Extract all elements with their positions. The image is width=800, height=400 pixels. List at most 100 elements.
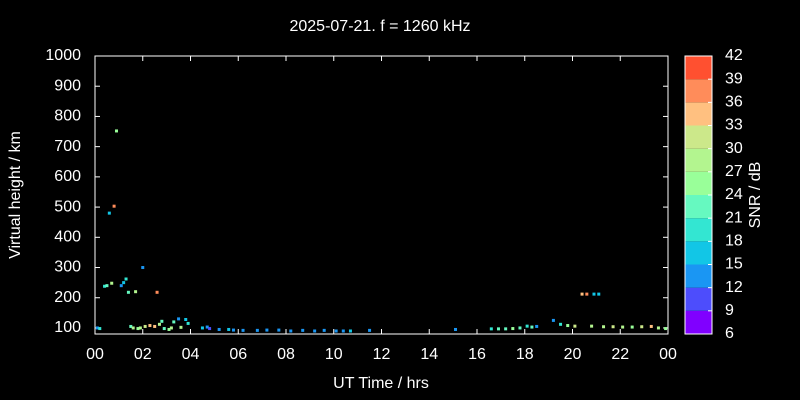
point	[518, 326, 522, 330]
point	[511, 327, 515, 331]
point	[640, 325, 644, 329]
point	[103, 284, 107, 288]
colorbar-band	[685, 56, 712, 80]
colorbar-tick-label: 24	[725, 186, 743, 203]
x-tick-label: 12	[373, 346, 391, 363]
colorbar-tick-label: 36	[725, 94, 743, 111]
colorbar-tick-label: 21	[725, 209, 743, 226]
colorbar-tick-label: 9	[725, 302, 734, 319]
point	[148, 324, 152, 328]
point	[169, 326, 173, 330]
colorbar-band	[685, 171, 712, 195]
y-tick-label: 200	[54, 289, 81, 306]
point	[489, 327, 493, 331]
colorbar-tick-label: 18	[725, 233, 743, 250]
point	[138, 326, 142, 330]
x-tick-label: 04	[182, 346, 200, 363]
point	[177, 317, 181, 321]
colorbar-band	[685, 287, 712, 311]
colorbar-tick-label: 39	[725, 70, 743, 87]
point	[656, 326, 660, 330]
point	[122, 281, 126, 285]
colorbar-tick-label: 42	[725, 47, 743, 64]
point	[167, 327, 171, 331]
colorbar-band	[685, 218, 712, 242]
point	[110, 281, 114, 285]
point	[535, 324, 539, 328]
point	[119, 284, 123, 288]
point	[136, 327, 140, 331]
point	[227, 327, 231, 331]
y-tick-label: 800	[54, 108, 81, 125]
colorbar-tick-label: 33	[725, 117, 743, 134]
point	[162, 327, 166, 331]
point	[95, 326, 99, 330]
colorbar-label: SNR / dB	[747, 162, 764, 229]
point	[112, 204, 116, 208]
x-axis-label: UT Time / hrs	[333, 375, 429, 392]
point	[573, 324, 577, 328]
point	[157, 322, 161, 326]
colorbar-band	[685, 102, 712, 126]
point	[217, 327, 221, 331]
point	[504, 327, 508, 331]
point	[559, 322, 563, 326]
point	[134, 290, 138, 294]
x-tick-label: 00	[86, 346, 104, 363]
point	[530, 325, 534, 329]
point	[208, 327, 212, 331]
x-tick-label: 10	[325, 346, 343, 363]
point	[621, 325, 625, 329]
colorbar-tick-label: 15	[725, 256, 743, 273]
colorbar-band	[685, 264, 712, 288]
point	[129, 324, 133, 328]
point	[107, 211, 111, 215]
point	[200, 326, 204, 330]
x-tick-label: 18	[516, 346, 534, 363]
point	[141, 266, 145, 270]
colorbar-band	[685, 125, 712, 149]
point	[592, 292, 596, 296]
point	[496, 327, 500, 331]
colorbar-band	[685, 195, 712, 219]
colorbar-frame	[684, 55, 713, 335]
point	[155, 290, 159, 294]
x-tick-label: 00	[659, 346, 677, 363]
y-tick-label: 400	[54, 229, 81, 246]
point	[105, 284, 109, 288]
point	[265, 328, 269, 332]
point	[566, 324, 570, 328]
point	[368, 328, 372, 332]
point	[143, 324, 147, 328]
y-tick-label: 1000	[45, 47, 81, 64]
y-tick-label: 100	[54, 319, 81, 336]
point	[611, 325, 615, 329]
x-tick-label: 16	[468, 346, 486, 363]
point	[664, 327, 668, 331]
point	[341, 329, 345, 333]
point	[179, 325, 183, 329]
point	[114, 129, 118, 133]
point	[289, 329, 293, 333]
colorbar-tick-label: 27	[725, 163, 743, 180]
point	[590, 324, 594, 328]
point	[153, 324, 157, 328]
point	[301, 328, 305, 332]
colorbar-band	[685, 79, 712, 103]
point	[126, 290, 130, 294]
point	[98, 327, 102, 331]
point	[124, 277, 128, 281]
y-tick-label: 300	[54, 259, 81, 276]
colorbar-band	[685, 241, 712, 265]
point	[580, 292, 584, 296]
point	[160, 319, 164, 323]
colorbar-band	[685, 310, 712, 334]
point	[551, 318, 555, 322]
point	[630, 325, 634, 329]
point	[131, 326, 135, 330]
point	[649, 324, 653, 328]
colorbar-band	[685, 148, 712, 172]
x-tick-label: 22	[611, 346, 629, 363]
